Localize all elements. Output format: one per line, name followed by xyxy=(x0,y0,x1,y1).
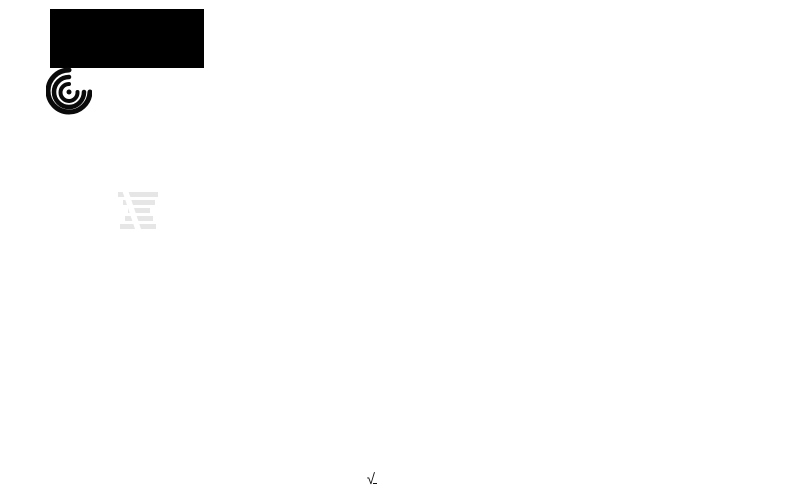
y-axis-title xyxy=(3,81,21,381)
x-axis-title: √ xyxy=(366,471,377,488)
title-box xyxy=(50,9,204,68)
borgwarner-emblem-icon xyxy=(118,190,158,232)
watermark xyxy=(106,190,170,232)
compressor-wheel-icon xyxy=(45,67,93,115)
efr-logo xyxy=(45,66,216,118)
